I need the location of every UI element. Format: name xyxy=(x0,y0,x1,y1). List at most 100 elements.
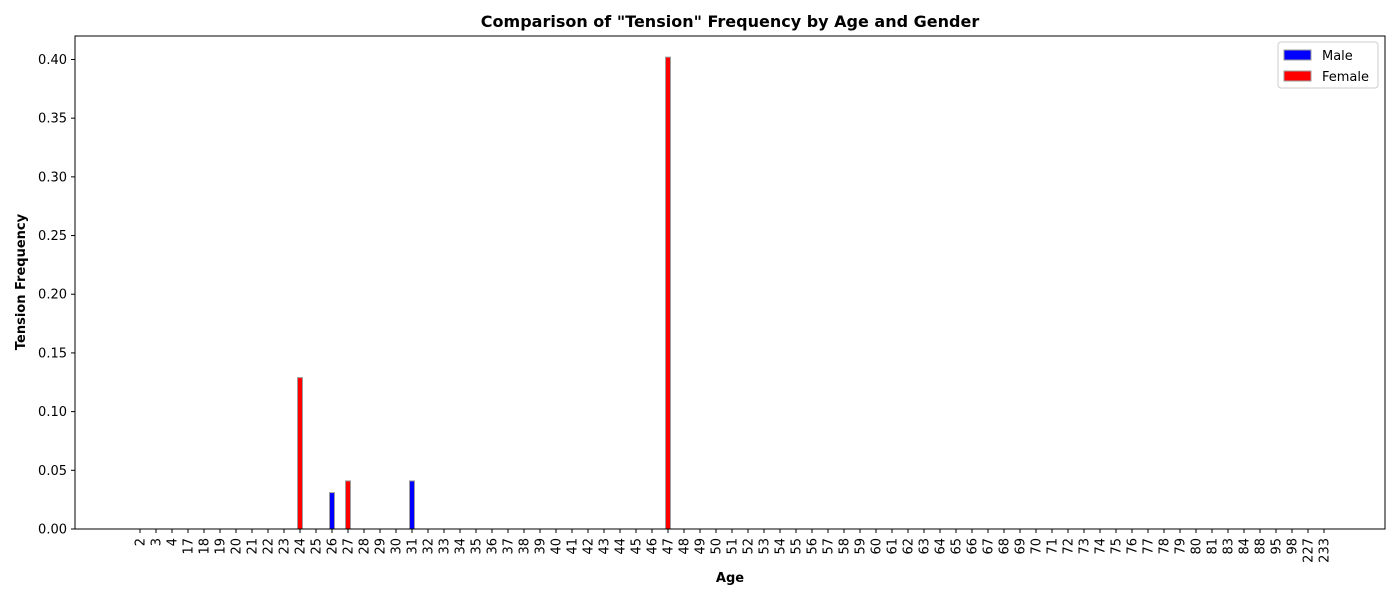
y-tick-label: 0.40 xyxy=(38,53,67,68)
x-tick-label: 69 xyxy=(1014,538,1029,555)
x-tick-label: 34 xyxy=(454,538,469,555)
x-tick-label: 98 xyxy=(1286,538,1301,555)
y-axis-label: Tension Frequency xyxy=(14,213,29,350)
x-tick-label: 45 xyxy=(630,538,645,555)
x-tick-label: 38 xyxy=(518,538,533,555)
x-tick-label: 27 xyxy=(342,538,357,555)
x-tick-label: 2 xyxy=(134,538,149,546)
y-tick-label: 0.05 xyxy=(38,464,67,479)
x-tick-label: 53 xyxy=(758,538,773,555)
x-tick-label: 64 xyxy=(934,538,949,555)
y-tick-label: 0.30 xyxy=(38,170,67,185)
x-tick-label: 79 xyxy=(1174,538,1189,555)
chart-title: Comparison of "Tension" Frequency by Age… xyxy=(481,12,980,31)
x-tick-label: 63 xyxy=(918,538,933,555)
x-tick-label: 31 xyxy=(406,538,421,555)
x-tick-label: 47 xyxy=(662,538,677,555)
x-tick-label: 67 xyxy=(982,538,997,555)
bar-female-24 xyxy=(297,377,303,530)
x-tick-label: 48 xyxy=(678,538,693,555)
x-tick-label: 59 xyxy=(854,538,869,555)
legend-swatch-male xyxy=(1283,49,1312,61)
x-tick-label: 57 xyxy=(822,538,837,555)
x-tick-label: 33 xyxy=(438,538,453,555)
y-tick-label: 0.00 xyxy=(38,523,67,538)
y-tick-label: 0.25 xyxy=(38,229,67,244)
x-tick-label: 80 xyxy=(1190,538,1205,555)
x-tick-label: 24 xyxy=(294,538,309,555)
bar-male-31 xyxy=(409,480,415,530)
x-tick-label: 36 xyxy=(486,538,501,555)
bar-female-27 xyxy=(345,480,351,530)
x-tick-label: 78 xyxy=(1158,538,1173,555)
y-axis: 0.00 0.05 0.10 0.15 0.20 0.25 0.30 0.35 0.40 xyxy=(38,53,75,538)
x-tick-label: 76 xyxy=(1126,538,1141,555)
x-tick-label: 74 xyxy=(1094,538,1109,555)
x-tick-label: 55 xyxy=(790,538,805,555)
plot-frame xyxy=(74,35,1386,530)
x-tick-label: 37 xyxy=(502,538,517,555)
x-tick-label: 72 xyxy=(1062,538,1077,555)
x-tick-label: 21 xyxy=(246,538,261,555)
x-tick-label: 49 xyxy=(694,538,709,555)
x-tick-label: 60 xyxy=(870,538,885,555)
x-tick-label: 41 xyxy=(566,538,581,555)
x-tick-label: 23 xyxy=(278,538,293,555)
x-tick-label: 44 xyxy=(614,538,629,555)
y-tick-label: 0.35 xyxy=(38,112,67,127)
bar-female-47 xyxy=(665,56,671,530)
x-tick-label: 39 xyxy=(534,538,549,555)
x-tick-label: 62 xyxy=(902,538,917,555)
x-tick-label: 73 xyxy=(1078,538,1093,555)
x-tick-label: 50 xyxy=(710,538,725,555)
x-tick-label: 22 xyxy=(262,538,277,555)
x-tick-label: 68 xyxy=(998,538,1013,555)
legend-label-male: Male xyxy=(1322,49,1353,64)
legend-swatch-female xyxy=(1283,70,1312,82)
x-tick-label: 56 xyxy=(806,538,821,555)
x-tick-label: 66 xyxy=(966,538,981,555)
x-tick-label: 95 xyxy=(1270,538,1285,555)
x-axis: 2 3 4 17 18 19 20 21 22 23 24 25 26 27 28 29 30 31 32 33 34 3… xyxy=(134,529,1333,563)
x-tick-label: 32 xyxy=(422,538,437,555)
x-tick-label: 40 xyxy=(550,538,565,555)
x-tick-label: 30 xyxy=(390,538,405,555)
x-tick-label: 35 xyxy=(470,538,485,555)
x-tick-label: 28 xyxy=(358,538,373,555)
x-tick-label: 20 xyxy=(230,538,245,555)
x-tick-label: 227 xyxy=(1302,538,1317,563)
y-tick-label: 0.15 xyxy=(38,346,67,361)
y-tick-label: 0.10 xyxy=(38,405,67,420)
x-tick-label: 71 xyxy=(1046,538,1061,555)
y-tick-label: 0.20 xyxy=(38,288,67,303)
x-tick-label: 4 xyxy=(166,538,181,546)
x-tick-label: 84 xyxy=(1238,538,1253,555)
legend: Male Female xyxy=(1277,41,1379,89)
x-tick-label: 58 xyxy=(838,538,853,555)
x-tick-label: 51 xyxy=(726,538,741,555)
legend-label-female: Female xyxy=(1322,70,1369,85)
x-tick-label: 83 xyxy=(1222,538,1237,555)
x-tick-label: 18 xyxy=(198,538,213,555)
x-tick-label: 70 xyxy=(1030,538,1045,555)
x-tick-label: 42 xyxy=(582,538,597,555)
x-tick-label: 75 xyxy=(1110,538,1125,555)
x-tick-label: 81 xyxy=(1206,538,1221,555)
x-tick-label: 43 xyxy=(598,538,613,555)
x-tick-label: 61 xyxy=(886,538,901,555)
x-tick-label: 29 xyxy=(374,538,389,555)
x-tick-label: 19 xyxy=(214,538,229,555)
plot-area xyxy=(74,35,1386,530)
bar-male-26 xyxy=(329,492,335,530)
x-tick-label: 25 xyxy=(310,538,325,555)
x-tick-label: 88 xyxy=(1254,538,1269,555)
x-tick-label: 54 xyxy=(774,538,789,555)
x-tick-label: 52 xyxy=(742,538,757,555)
x-axis-label: Age xyxy=(716,571,744,586)
x-tick-label: 65 xyxy=(950,538,965,555)
x-tick-label: 77 xyxy=(1142,538,1157,555)
x-tick-label: 46 xyxy=(646,538,661,555)
x-tick-label: 17 xyxy=(182,538,197,555)
x-tick-label: 233 xyxy=(1318,538,1333,563)
